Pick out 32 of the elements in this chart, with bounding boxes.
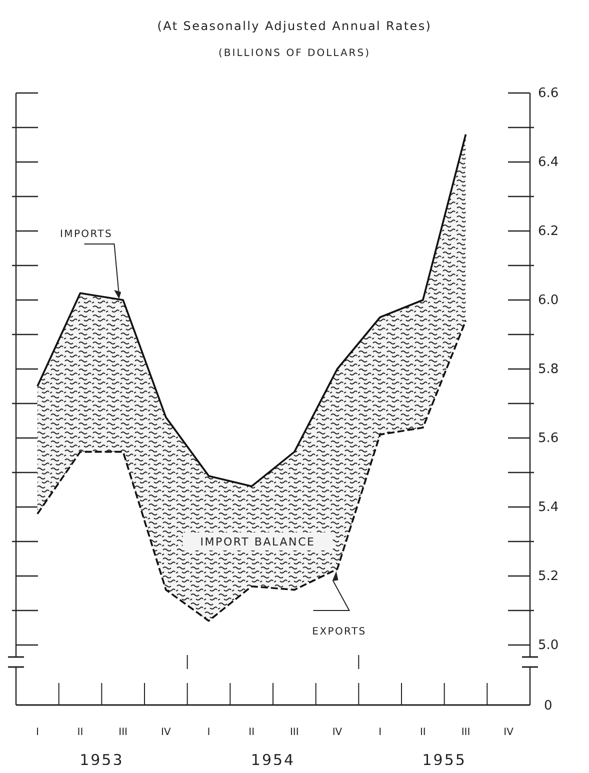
x-tick-label: I [378, 727, 382, 738]
line-series [36, 320, 467, 622]
chart-subtitle: (BILLIONS OF DOLLARS) [218, 48, 370, 59]
x-tick-label: III [118, 727, 128, 738]
x-tick-label: II [420, 727, 426, 738]
annotation: IMPORT BALANCE [200, 535, 316, 548]
x-tick-label: II [77, 727, 84, 738]
x-tick-label: IV [332, 727, 342, 738]
y-tick-label: 5.0 [538, 638, 559, 654]
y-tick-label: 6.2 [538, 224, 559, 240]
y-tick-label: 5.6 [538, 431, 559, 446]
x-tick-label: I [36, 727, 39, 738]
line-series [36, 134, 467, 488]
y-tick-label: 5.4 [538, 500, 559, 516]
annotation: EXPORTS [312, 626, 366, 638]
x-tick-label: III [290, 727, 299, 738]
annotation: IMPORTS [60, 229, 113, 240]
x-tick-label: IV [504, 727, 514, 738]
text: 0 [544, 698, 552, 714]
x-tick-label: IV [161, 727, 171, 738]
y-tick-label: 6.4 [538, 155, 559, 170]
y-tick-label: 5.8 [538, 362, 559, 378]
x-tick-label: III [461, 727, 470, 738]
chart-title: (At Seasonally Adjusted Annual Rates) [157, 19, 432, 33]
y-tick-label: 6.6 [538, 86, 559, 102]
x-tick-label: II [248, 727, 255, 738]
y-tick-label: 5.2 [538, 569, 559, 584]
text: 1954 [250, 751, 296, 769]
x-tick-label: I [207, 727, 210, 738]
y-tick-label: 6.0 [538, 293, 559, 308]
text: 1953 [80, 751, 124, 769]
text: 1955 [422, 751, 466, 769]
